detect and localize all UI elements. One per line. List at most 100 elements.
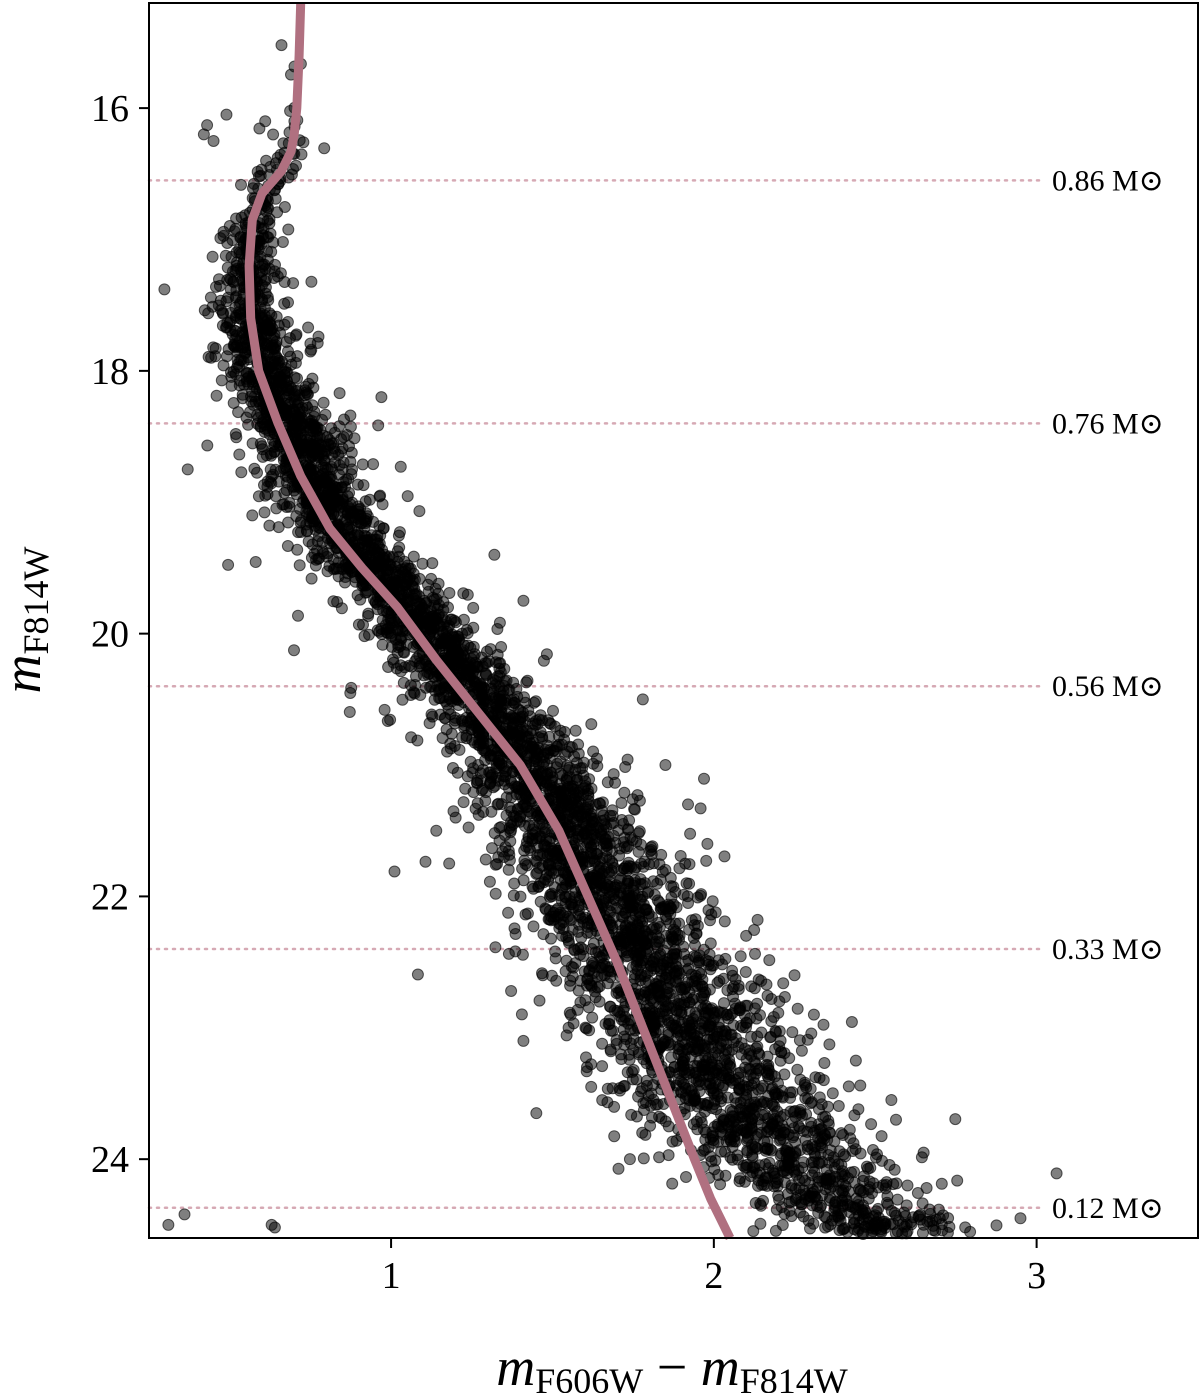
star-point — [583, 965, 596, 978]
star-point — [343, 706, 356, 718]
mass-label: 0.86 M⊙ — [1052, 164, 1164, 197]
star-point — [697, 943, 710, 956]
star-point — [225, 366, 237, 379]
star-point — [807, 1008, 820, 1021]
star-point — [394, 460, 407, 473]
star-point — [233, 448, 246, 461]
star-point — [688, 950, 700, 963]
star-point — [786, 1026, 799, 1039]
x-tick-label: 3 — [1027, 1255, 1046, 1297]
star-point — [615, 797, 628, 809]
star-point — [661, 937, 674, 950]
star-point — [849, 1054, 862, 1067]
star-point — [413, 505, 426, 518]
star-point — [805, 1120, 818, 1133]
star-points — [158, 39, 1063, 1240]
star-point — [441, 745, 454, 758]
star-point — [530, 1107, 543, 1120]
star-point — [755, 974, 768, 987]
star-point — [344, 498, 357, 511]
star-point — [933, 1212, 946, 1225]
star-point — [799, 1092, 812, 1105]
star-point — [749, 1141, 762, 1154]
star-point — [401, 490, 414, 503]
star-point — [907, 1211, 920, 1224]
star-point — [321, 550, 334, 563]
star-point — [633, 794, 646, 807]
star-point — [505, 985, 518, 997]
star-point — [778, 1207, 791, 1220]
star-point — [495, 706, 508, 718]
star-point — [700, 854, 713, 867]
star-point — [627, 1064, 640, 1076]
star-point — [256, 293, 269, 306]
star-point — [602, 891, 615, 904]
star-point — [461, 588, 474, 601]
star-point — [520, 789, 533, 802]
star-point — [314, 438, 327, 451]
star-point — [881, 1190, 894, 1203]
star-point — [601, 1082, 614, 1095]
star-point — [949, 1113, 962, 1126]
star-point — [802, 1214, 815, 1227]
star-point — [755, 1199, 767, 1212]
star-point — [293, 559, 306, 572]
star-point — [561, 809, 574, 822]
star-point — [682, 962, 695, 975]
star-point — [236, 341, 249, 354]
star-point — [911, 1187, 924, 1199]
star-point — [761, 1097, 773, 1110]
star-point — [559, 965, 572, 978]
star-point — [249, 556, 262, 568]
star-point — [384, 563, 397, 576]
star-point — [566, 901, 579, 914]
star-point — [502, 906, 515, 919]
star-point — [351, 589, 364, 602]
star-point — [533, 713, 546, 726]
star-point — [862, 1192, 875, 1205]
star-point — [694, 802, 707, 815]
star-point — [791, 1002, 804, 1015]
star-point — [749, 947, 761, 960]
star-point — [294, 443, 307, 455]
star-point — [259, 115, 272, 128]
star-point — [629, 949, 642, 962]
star-point — [836, 1186, 849, 1199]
star-point — [523, 841, 535, 854]
star-point — [865, 1118, 878, 1131]
star-point — [813, 1071, 826, 1084]
star-point — [601, 977, 614, 990]
star-point — [678, 948, 690, 961]
star-point — [849, 1143, 862, 1156]
star-point — [680, 1171, 692, 1183]
star-point — [411, 968, 424, 981]
star-point — [158, 283, 171, 296]
star-point — [569, 724, 582, 737]
star-point — [345, 681, 358, 694]
star-point — [891, 1225, 904, 1238]
star-point — [848, 1109, 861, 1122]
star-point — [560, 954, 573, 967]
y-tick-label: 16 — [91, 88, 129, 130]
star-point — [769, 1088, 781, 1101]
star-point — [563, 771, 576, 783]
star-point — [545, 842, 558, 855]
star-point — [430, 824, 443, 837]
star-point — [750, 1012, 763, 1025]
star-point — [826, 1087, 839, 1100]
star-point — [688, 919, 701, 932]
star-point — [647, 875, 660, 888]
star-point — [649, 1098, 662, 1111]
star-point — [251, 466, 263, 479]
star-point — [236, 326, 249, 339]
star-point — [519, 696, 532, 709]
star-point — [591, 760, 604, 773]
star-point — [220, 108, 233, 121]
star-point — [848, 1213, 861, 1225]
star-point — [536, 969, 549, 982]
mass-label: 0.12 M⊙ — [1052, 1192, 1164, 1225]
star-point — [478, 744, 491, 757]
star-point — [556, 929, 569, 942]
star-point — [683, 877, 696, 890]
